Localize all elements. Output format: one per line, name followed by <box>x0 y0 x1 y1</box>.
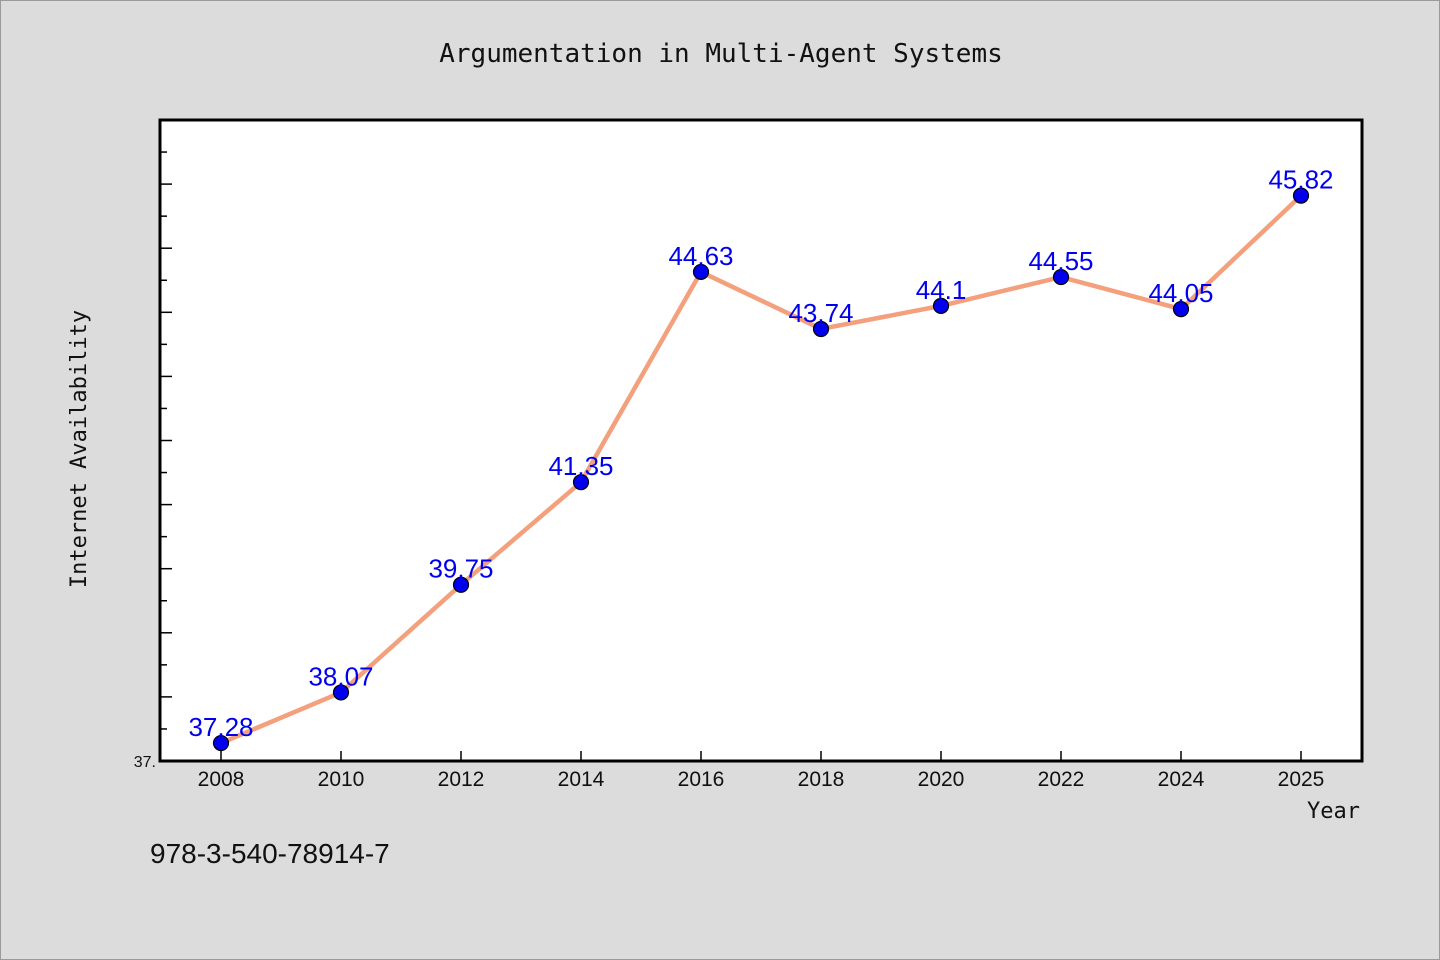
chart-title: Argumentation in Multi-Agent Systems <box>439 39 1003 69</box>
x-tick-label: 2024 <box>1158 768 1205 791</box>
data-point <box>932 297 950 314</box>
x-axis-ticks: 2008 2010 2012 2014 2016 2018 2020 2022 2024 2025 <box>198 751 1325 791</box>
y-axis-ticks: 37. <box>134 151 172 771</box>
data-label: 43.74 <box>788 298 853 328</box>
data-label: 44.1 <box>916 275 967 305</box>
data-label: 38.07 <box>308 661 373 691</box>
x-tick-label: 2014 <box>558 768 605 791</box>
y-tick-label: 37. <box>134 754 156 771</box>
x-axis-label: Year <box>1307 799 1360 824</box>
data-point <box>1172 300 1190 318</box>
data-label: 39.75 <box>428 554 493 584</box>
x-tick-label: 2010 <box>318 768 365 791</box>
data-label: 41.35 <box>548 451 613 481</box>
x-tick-label: 2012 <box>438 768 485 791</box>
x-tick-label: 2018 <box>798 768 845 791</box>
x-tick-label: 2025 <box>1278 768 1325 791</box>
data-label: 44.05 <box>1148 278 1213 308</box>
data-label: 45.82 <box>1268 165 1333 195</box>
series-layer: 37.28 38.07 39.75 41.35 44.63 43.74 44.1 44.55 4… <box>188 165 1334 752</box>
y-axis-label: Internet Availability <box>67 310 92 588</box>
data-point <box>572 474 590 491</box>
data-point <box>812 320 830 338</box>
plot-area <box>158 118 1364 763</box>
data-label: 37.28 <box>188 712 253 742</box>
x-tick-label: 2020 <box>918 768 965 791</box>
x-tick-label: 2008 <box>198 768 245 791</box>
data-point <box>212 734 230 752</box>
x-tick-label: 2022 <box>1038 768 1085 791</box>
data-point <box>452 576 470 593</box>
data-point <box>692 263 710 281</box>
data-label: 44.63 <box>668 241 733 271</box>
data-point <box>1292 187 1310 204</box>
isbn-code: 978-3-540-78914-7 <box>150 838 390 869</box>
data-label: 44.55 <box>1028 246 1093 276</box>
data-point <box>332 684 350 701</box>
data-point <box>1052 268 1070 286</box>
x-tick-label: 2016 <box>678 768 725 791</box>
series-line <box>218 193 1304 746</box>
